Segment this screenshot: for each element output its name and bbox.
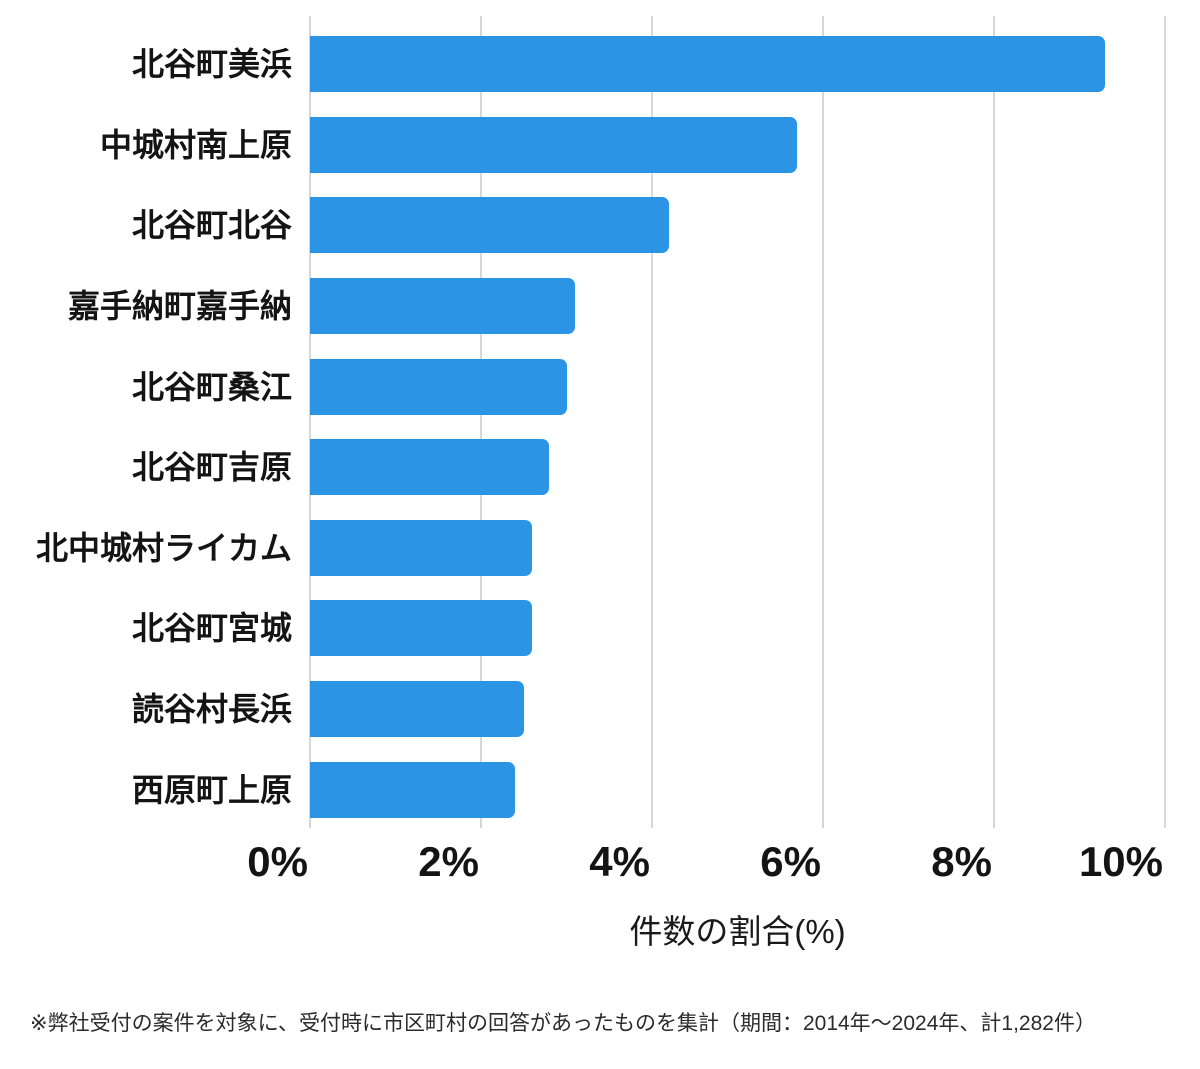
x-tick-label: 2%	[418, 838, 479, 885]
x-axis-ticks: 0% 2% 4% 6% 8% 10%	[247, 838, 1165, 891]
category-label: 北中城村ライカム	[35, 529, 292, 566]
gridline	[651, 16, 653, 828]
x-tick-label: 6%	[760, 838, 821, 885]
chart-footnote: ※弊社受付の案件を対象に、受付時に市区町村の回答があったものを集計（期間：201…	[30, 1012, 1096, 1035]
chart-row: 北中城村ライカム	[0, 508, 1165, 589]
category-label: 読谷村長浜	[131, 691, 292, 728]
chart-row: 北谷町桑江	[0, 346, 1165, 427]
chart-row: 読谷村長浜	[0, 669, 1165, 750]
category-label: 北谷町北谷	[131, 207, 292, 244]
bar-track	[310, 116, 1165, 173]
bar-track	[310, 600, 1165, 657]
bar	[310, 278, 576, 335]
category-label: 北谷町桑江	[131, 368, 292, 405]
category-label: 北谷町宮城	[131, 610, 292, 647]
category-label: 北谷町吉原	[131, 449, 292, 486]
chart-row: 嘉手納町嘉手納	[0, 266, 1165, 347]
gridline	[1164, 16, 1166, 828]
x-tick-label: 0%	[247, 838, 308, 885]
bar	[310, 761, 516, 818]
chart-row: 西原町上原	[0, 749, 1165, 830]
chart-row: 北谷町宮城	[0, 588, 1165, 669]
chart-row: 北谷町美浜	[0, 24, 1165, 105]
x-tick-label: 8%	[931, 838, 992, 885]
bar-track	[310, 358, 1165, 415]
chart-row: 中城村南上原	[0, 105, 1165, 186]
chart-row: 北谷町北谷	[0, 185, 1165, 266]
x-axis-title: 件数の割合(%)	[629, 913, 846, 950]
bar	[310, 681, 524, 738]
chart-row: 北谷町吉原	[0, 427, 1165, 508]
bar	[310, 519, 533, 576]
bar	[310, 197, 670, 254]
gridlines-layer	[309, 16, 1166, 828]
bar-track	[310, 278, 1165, 335]
gridline	[309, 16, 311, 828]
gridline	[822, 16, 824, 828]
category-label: 中城村南上原	[99, 126, 292, 163]
bar-track	[310, 197, 1165, 254]
bar	[310, 439, 550, 496]
gridline	[993, 16, 995, 828]
category-label: 北谷町美浜	[131, 46, 292, 83]
bar-track	[310, 36, 1165, 93]
bar-track	[310, 439, 1165, 496]
x-tick-label: 4%	[589, 838, 650, 885]
x-tick-label: 10%	[1078, 838, 1163, 885]
bar	[310, 358, 567, 415]
bar-track	[310, 761, 1165, 818]
bar-track	[310, 519, 1165, 576]
bar	[310, 116, 798, 173]
gridline	[480, 16, 482, 828]
bar-track	[310, 681, 1165, 738]
bar	[310, 36, 1106, 93]
category-label: 嘉手納町嘉手納	[67, 288, 292, 325]
chart-rows: 北谷町美浜中城村南上原北谷町北谷嘉手納町嘉手納北谷町桑江北谷町吉原北中城村ライカ…	[0, 24, 1165, 830]
bar	[310, 600, 533, 657]
category-label: 西原町上原	[131, 771, 292, 808]
